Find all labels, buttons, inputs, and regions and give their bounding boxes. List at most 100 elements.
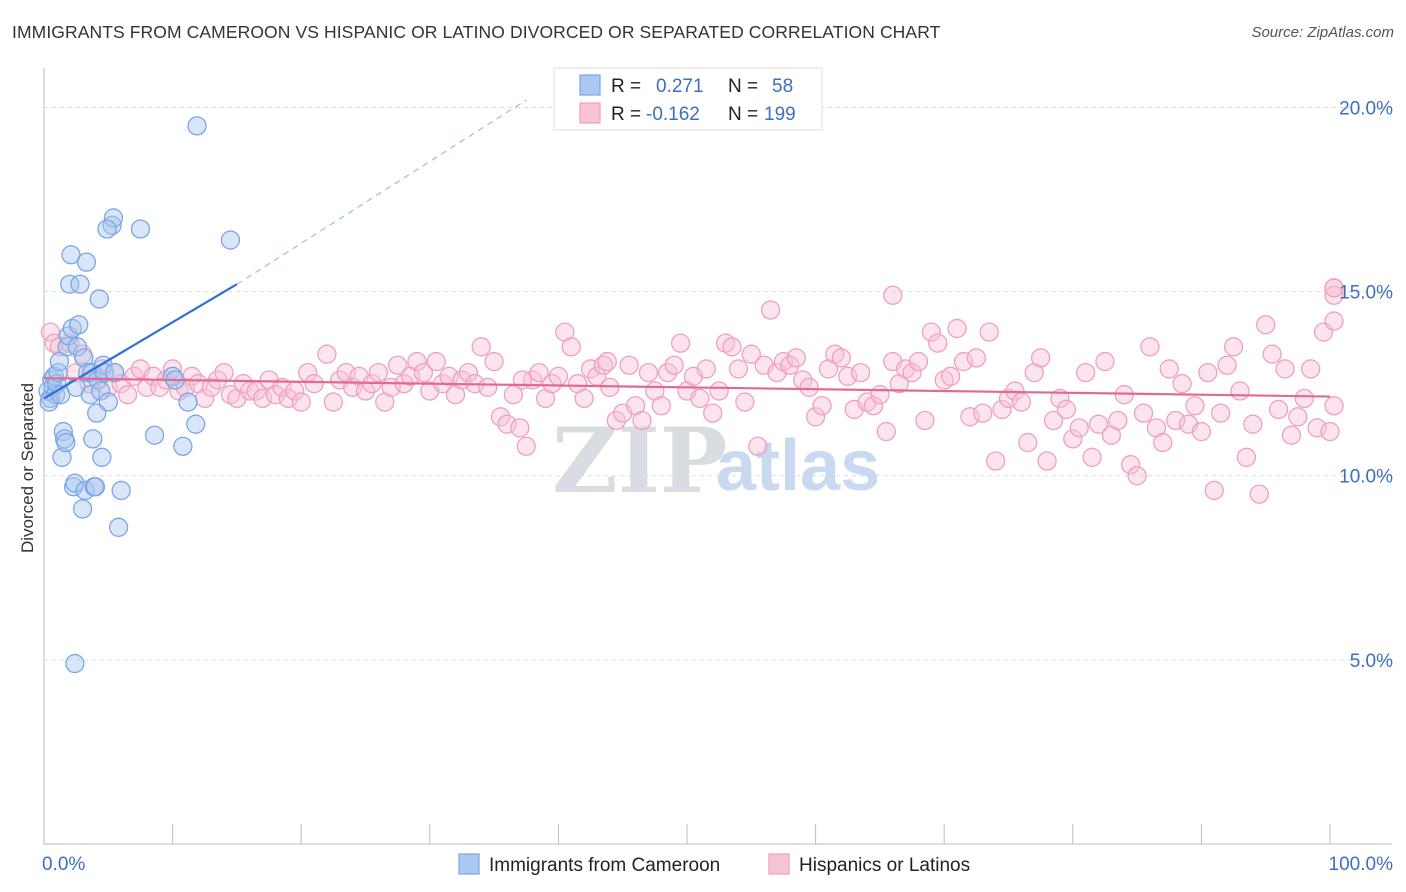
hispanics-point-189 [1262,344,1282,364]
hispanics-point-129 [876,421,896,442]
hispanics-point-135 [915,410,935,431]
legend-n-label-hispanics: N = [728,104,758,125]
trend-line-cameroon-extension [236,99,527,285]
hispanics-point-12 [117,385,138,405]
cameroon-point-29 [76,252,97,272]
cameroon-point-21 [65,473,85,493]
x-tick-labels: 0.0% 100.0% [42,854,1393,875]
cameroon-point-23 [67,337,88,357]
hispanics-point-122 [831,348,851,368]
hispanics-point-95 [658,362,678,383]
hispanics-point-154 [1037,451,1057,471]
hispanics-point-169 [1133,403,1154,423]
hispanics-point-202 [1324,285,1344,305]
y-tick-label-1: 10.0% [1339,467,1393,488]
legend-r-label-cameroon: R = [611,76,641,97]
hispanics-point-75 [529,362,549,383]
cameroon-point-12 [52,447,72,467]
hispanics-point-91 [632,410,652,431]
cameroon-point-47 [97,219,117,239]
hispanics-point-155 [1043,410,1064,431]
hispanics-point-72 [510,418,530,438]
hispanics-point-127 [863,396,884,416]
cameroon-point-59 [65,653,85,674]
y-tick-label-2: 15.0% [1339,283,1393,304]
hispanics-point-175 [1172,374,1192,394]
hispanics-point-101 [696,359,716,379]
hispanics-point-180 [1204,480,1224,501]
hispanics-point-106 [728,359,749,379]
legend-r-value-hispanics: -0.162 [646,104,700,125]
watermark-zip: ZIP [552,408,727,514]
series-legend-label-cameroon: Immigrants from Cameroon [489,855,720,876]
series-legend-label-hispanics: Hispanics or Latinos [799,855,970,876]
hispanics-point-57 [413,362,434,383]
hispanics-point-143 [966,348,986,368]
watermark-atlas: atlas [716,426,880,506]
legend-n-value-hispanics: 199 [764,104,796,125]
cameroon-point-50 [130,219,151,239]
hispanics-point-69 [490,407,511,427]
hispanics-point-97 [670,333,691,353]
cameroon-point-38 [89,289,109,309]
hispanics-point-139 [940,366,961,386]
series-hispanics-points [40,278,1344,504]
hispanics-point-184 [1230,381,1250,401]
hispanics-point-96 [664,355,684,375]
hispanics-point-117 [799,377,819,397]
cameroon-point-26 [72,499,93,519]
hispanics-point-159 [1069,418,1089,438]
hispanics-point-187 [1249,484,1269,504]
hispanics-point-165 [1108,410,1128,431]
hispanics-point-200 [1324,311,1344,331]
hispanics-point-39 [291,392,311,412]
hispanics-point-153 [1031,348,1051,368]
cameroon-point-18 [61,245,81,265]
hispanics-point-168 [1127,466,1147,486]
hispanics-point-177 [1185,396,1205,416]
hispanics-point-198 [1320,421,1340,442]
cameroon-point-57 [220,230,241,250]
hispanics-point-114 [780,355,800,375]
cameroon-point-44 [102,215,122,235]
hispanics-point-178 [1191,421,1212,442]
cameroon-point-48 [111,480,131,501]
hispanics-point-140 [947,318,967,339]
hispanics-point-119 [812,396,832,416]
hispanics-point-64 [458,362,479,383]
hispanics-point-150 [1011,392,1032,412]
hispanics-point-73 [516,436,536,456]
hispanics-point-87 [606,410,626,431]
y-tick-label-0: 5.0% [1350,651,1393,672]
hispanics-point-191 [1275,359,1295,379]
hispanics-point-193 [1288,407,1308,427]
hispanics-point-125 [850,362,871,383]
cameroon-point-46 [105,362,125,383]
y-tick-label-3: 20.0% [1339,98,1393,119]
series-legend-swatch-cameroon [458,853,480,875]
hispanics-point-203 [1324,278,1344,298]
hispanics-point-67 [478,377,498,397]
legend-r-value-cameroon: 0.271 [656,76,704,97]
hispanics-point-195 [1301,359,1321,379]
hispanics-point-160 [1076,362,1096,383]
hispanics-point-158 [1063,429,1083,449]
hispanics-point-188 [1256,315,1276,335]
cameroon-point-25 [70,274,90,294]
hispanics-point-102 [703,403,723,423]
series-legend: Immigrants from Cameroon Hispanics or La… [458,853,970,876]
cameroon-point-51 [144,425,165,445]
hispanics-point-206 [597,351,617,372]
hispanics-point-68 [484,351,504,372]
hispanics-point-205 [512,370,533,390]
hispanics-point-181 [1211,403,1231,423]
cameroon-point-39 [90,381,111,401]
hispanics-point-137 [928,333,948,353]
y-axis-label: Divorced or Separated [18,383,37,553]
cameroon-point-58 [187,116,207,136]
hispanics-point-194 [1294,388,1314,409]
hispanics-point-42 [317,344,337,364]
hispanics-point-146 [985,451,1006,471]
hispanics-point-43 [323,392,344,412]
hispanics-point-66 [471,337,491,357]
